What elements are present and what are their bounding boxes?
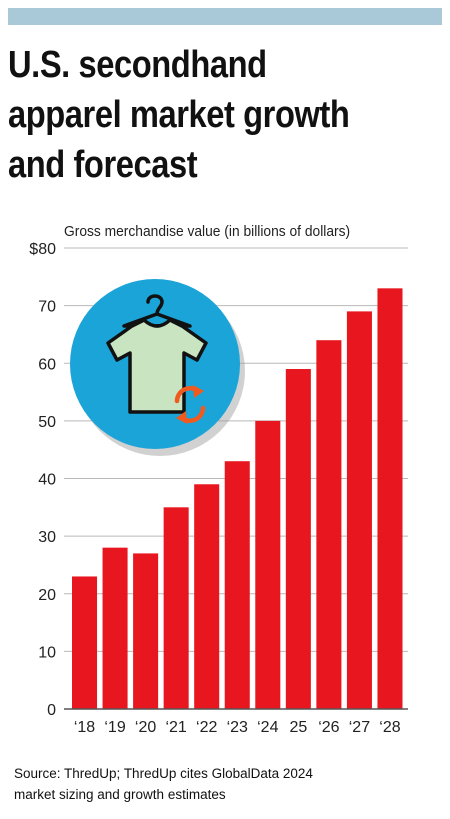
y-tick-label: 40 bbox=[38, 472, 56, 489]
y-tick-label: 20 bbox=[38, 587, 56, 604]
bars bbox=[72, 288, 403, 709]
source-note: Source: ThredUp; ThredUp cites GlobalDat… bbox=[14, 763, 434, 805]
bar bbox=[194, 484, 220, 709]
x-tick-label: ‘23 bbox=[227, 719, 248, 736]
bar bbox=[346, 311, 372, 709]
header-accent-bar bbox=[8, 8, 442, 25]
bar-chart: 0 10 20 30 40 50 60 70 $80 ‘18 ‘19 ‘20 ‘21 ‘22 ‘23 ‘24… bbox=[29, 241, 408, 736]
hanger-icon bbox=[122, 294, 192, 328]
y-tick-label: $80 bbox=[29, 241, 56, 258]
x-axis-ticks: ‘18 ‘19 ‘20 ‘21 ‘22 ‘23 ‘24 25 ‘26 ‘27 ‘28 bbox=[74, 719, 401, 736]
bar bbox=[224, 461, 250, 709]
bar bbox=[163, 507, 189, 709]
bar bbox=[255, 420, 281, 709]
y-tick-label: 60 bbox=[38, 356, 56, 373]
title-line-1: U.S. secondhand bbox=[8, 44, 267, 86]
x-tick-label: ‘18 bbox=[74, 719, 95, 736]
bar bbox=[316, 340, 342, 709]
y-tick-label: 0 bbox=[47, 702, 56, 719]
x-tick-label: ‘24 bbox=[257, 719, 278, 736]
y-axis-ticks: 0 10 20 30 40 50 60 70 $80 bbox=[29, 241, 56, 719]
chart-title: U.S. secondhand apparel market growth an… bbox=[8, 40, 378, 190]
title-line-3: and forecast bbox=[8, 144, 198, 186]
title-line-2: apparel market growth bbox=[8, 94, 350, 136]
x-tick-label: ‘27 bbox=[349, 719, 370, 736]
y-tick-label: 50 bbox=[38, 414, 56, 431]
x-tick-label: ‘26 bbox=[318, 719, 339, 736]
bar bbox=[285, 369, 311, 709]
y-tick-label: 30 bbox=[38, 529, 56, 546]
x-tick-label: ‘22 bbox=[196, 719, 217, 736]
x-tick-label: ‘28 bbox=[379, 719, 400, 736]
x-tick-label: ‘19 bbox=[104, 719, 125, 736]
x-tick-label: ‘20 bbox=[135, 719, 156, 736]
bar bbox=[377, 288, 403, 709]
x-tick-label: 25 bbox=[289, 719, 307, 736]
source-line-1: Source: ThredUp; ThredUp cites GlobalDat… bbox=[14, 766, 313, 781]
y-tick-label: 10 bbox=[38, 644, 56, 661]
bar bbox=[102, 547, 128, 709]
recycle-arrows-icon bbox=[174, 385, 206, 424]
x-tick-label: ‘21 bbox=[165, 719, 186, 736]
bar bbox=[133, 553, 159, 709]
y-axis-label: Gross merchandise value (in billions of … bbox=[64, 223, 351, 240]
y-tick-label: 70 bbox=[38, 299, 56, 316]
recycled-shirt-icon bbox=[70, 279, 245, 456]
bar bbox=[72, 576, 98, 709]
source-line-2: market sizing and growth estimates bbox=[14, 787, 226, 802]
